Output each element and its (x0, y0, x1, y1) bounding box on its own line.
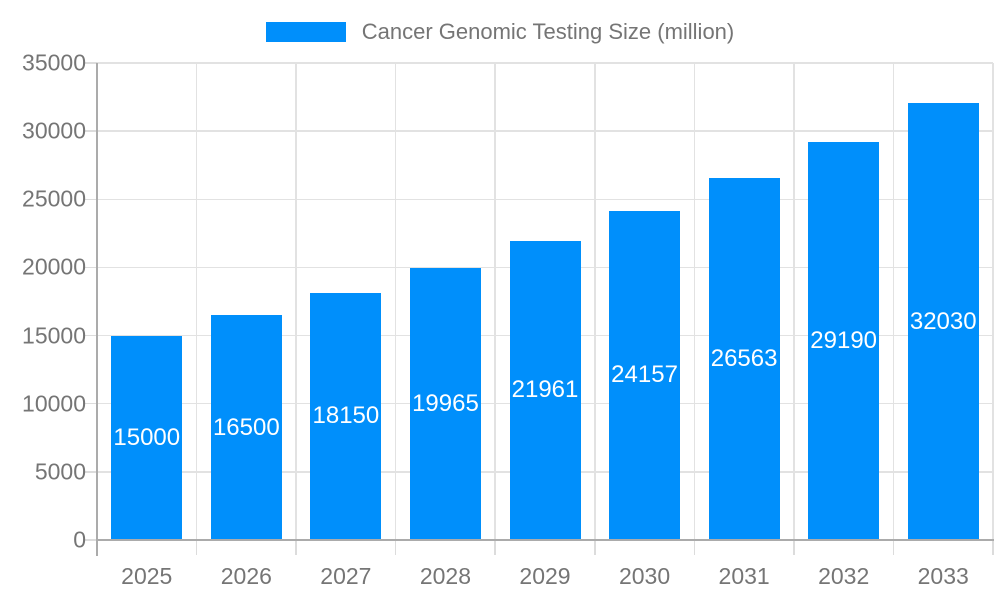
bar-value-label: 32030 (909, 307, 977, 335)
x-axis-tick (295, 540, 297, 555)
bar-value-label: 21961 (511, 376, 579, 404)
x-axis-tick (693, 540, 696, 555)
y-axis-tick (83, 198, 97, 201)
y-axis-tick (83, 402, 97, 405)
x-axis-label: 2027 (320, 563, 372, 589)
bar-2030[interactable]: 24157 (609, 210, 681, 540)
plot-area: 15000 16500 18150 19965 21961 24157 26563 29190… (83, 62, 994, 556)
bar-value-label: 18150 (312, 402, 380, 430)
y-axis-label: 30000 (22, 117, 86, 144)
y-axis-label: 5000 (34, 458, 86, 485)
x-axis-label: 2032 (818, 563, 870, 589)
x-axis-tick (594, 540, 596, 555)
gridline-horizontal (97, 62, 993, 64)
gridline-vertical (892, 63, 895, 540)
gridline-vertical (992, 63, 994, 540)
x-axis-label: 2031 (718, 563, 770, 589)
gridline-vertical (793, 63, 795, 540)
bar-2026[interactable]: 16500 (210, 315, 282, 540)
bar-2032[interactable]: 29190 (808, 142, 880, 540)
x-axis-label: 2033 (917, 563, 969, 589)
bar-2033[interactable]: 32030 (907, 103, 979, 540)
bar-value-label: 16500 (212, 413, 280, 441)
x-axis-tick (892, 540, 895, 555)
y-axis-label: 10000 (22, 390, 86, 417)
bar-value-label: 19965 (412, 389, 479, 417)
x-axis-label: 2026 (220, 563, 272, 589)
y-axis-label: 20000 (22, 253, 86, 280)
gridline-horizontal (97, 198, 993, 201)
bar-value-label: 29190 (810, 327, 878, 355)
y-axis-tick (83, 62, 97, 64)
y-axis-label: 35000 (22, 49, 86, 76)
bar-value-label: 26563 (710, 345, 778, 372)
y-axis-tick (83, 539, 97, 541)
gridline-vertical (693, 63, 696, 540)
x-axis-line (96, 539, 994, 541)
x-axis-tick (992, 540, 994, 555)
x-axis-label: 2030 (618, 563, 671, 589)
y-axis-tick (83, 334, 97, 337)
y-axis-label: 25000 (22, 185, 86, 212)
gridline-vertical (594, 63, 596, 540)
x-axis-tick (394, 540, 397, 555)
y-axis-label: 0 (73, 526, 86, 553)
legend-label: Cancer Genomic Testing Size (million) (361, 19, 735, 44)
x-axis-tick (793, 540, 795, 555)
gridline-vertical (195, 63, 198, 540)
x-axis-label: 2029 (519, 563, 571, 589)
y-axis-line (96, 63, 98, 556)
bar-2027[interactable]: 18150 (310, 292, 382, 540)
bar-2025[interactable]: 15000 (111, 335, 183, 540)
gridline-vertical (394, 63, 397, 540)
y-axis-tick (83, 130, 97, 132)
bar-2031[interactable]: 26563 (708, 177, 780, 540)
x-axis-label: 2028 (419, 563, 472, 589)
bar-value-label: 24157 (611, 361, 678, 389)
chart-legend[interactable]: Cancer Genomic Testing Size (million) (0, 20, 1000, 44)
gridline-horizontal (97, 130, 993, 132)
bar-value-label: 15000 (113, 423, 181, 451)
bar-2028[interactable]: 19965 (409, 267, 481, 540)
legend-marker (265, 22, 346, 42)
y-axis-label: 15000 (22, 322, 86, 349)
y-axis-tick (83, 266, 97, 269)
bar-2029[interactable]: 21961 (509, 240, 581, 540)
x-axis-label: 2025 (121, 563, 173, 589)
y-axis-tick (83, 471, 97, 473)
x-axis-tick (195, 540, 198, 555)
gridline-vertical (494, 63, 496, 540)
x-axis-tick (494, 540, 496, 555)
gridline-vertical (295, 63, 297, 540)
